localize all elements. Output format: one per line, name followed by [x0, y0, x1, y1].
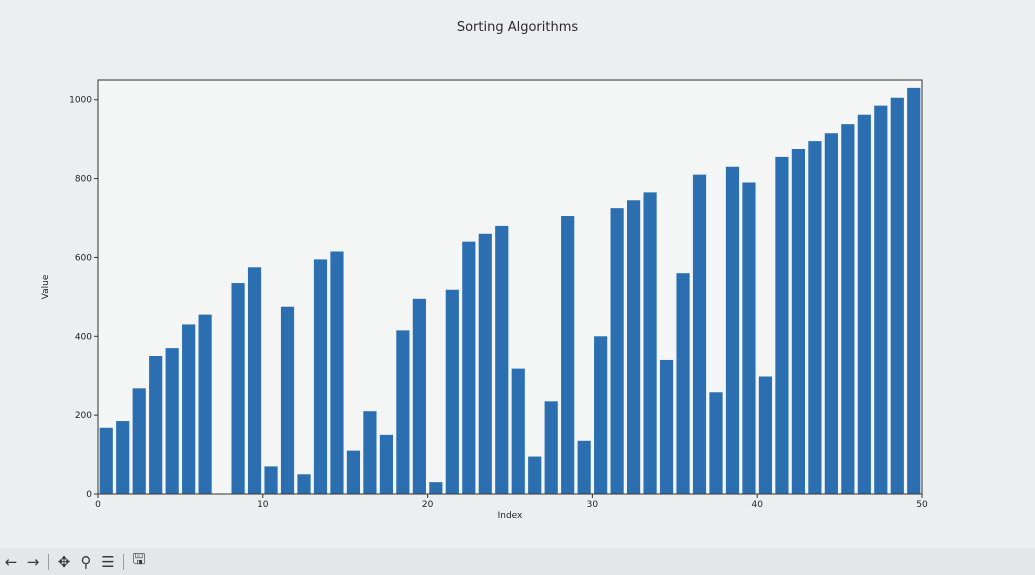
bar [363, 411, 377, 494]
bar [313, 259, 328, 494]
bar [659, 359, 674, 494]
bar [725, 166, 740, 494]
bar [264, 466, 278, 494]
bar [132, 388, 146, 494]
bar [412, 298, 426, 494]
x-tick-label: 0 [95, 500, 101, 510]
chart-title: Sorting Algorithms [456, 20, 579, 35]
bar [544, 401, 558, 494]
x-tick-label: 40 [751, 500, 763, 510]
y-tick-label: 800 [75, 175, 92, 185]
bar [561, 216, 575, 494]
navigation-toolbar: ← → ✥ ⚲ ☰ 🖫 [0, 548, 1035, 575]
save-figure-icon[interactable]: 🖫 [132, 550, 146, 568]
bar [182, 324, 196, 494]
bar [824, 133, 838, 494]
x-tick-label: 50 [916, 500, 928, 510]
bar [445, 289, 459, 494]
bar [99, 427, 113, 494]
bar [280, 306, 295, 494]
bar [379, 434, 393, 494]
pan-move-icon[interactable]: ✥ [57, 552, 71, 571]
bar [231, 283, 245, 494]
x-tick-label: 20 [422, 500, 434, 510]
bar [775, 156, 789, 494]
bar [330, 251, 344, 494]
bar [643, 192, 657, 494]
bar [709, 392, 723, 494]
x-axis-label: Index [498, 511, 523, 521]
bar [692, 174, 707, 494]
bar [297, 474, 311, 494]
bar [577, 440, 591, 494]
toolbar-divider [48, 553, 49, 570]
y-tick-label: 200 [75, 411, 92, 421]
bar [429, 482, 443, 494]
bar [396, 330, 410, 494]
y-tick-label: 600 [75, 253, 92, 263]
forward-arrow-icon[interactable]: → [26, 552, 40, 571]
bar [627, 200, 641, 494]
chart-plot: 0 10 20 30 40 50 0 200 400 600 800 1000 Index Value [41, 79, 928, 521]
bar [676, 273, 690, 494]
bar [907, 87, 921, 494]
bar [610, 208, 624, 494]
toolbar-divider [123, 553, 124, 570]
bar [758, 376, 773, 494]
configure-subplots-icon[interactable]: ☰ [101, 552, 115, 571]
bar [495, 225, 509, 494]
zoom-magnifier-icon[interactable]: ⚲ [80, 552, 92, 571]
bar [511, 368, 525, 494]
bar [462, 241, 476, 494]
x-tick-label: 10 [257, 500, 269, 510]
back-arrow-icon[interactable]: ← [4, 552, 18, 571]
figure-canvas: Sorting Algorithms 0 10 20 30 40 50 0 200 400 600… [41, 20, 928, 521]
bar [594, 336, 608, 494]
x-tick-label: 30 [587, 500, 599, 510]
bar [808, 141, 822, 494]
bar [149, 356, 163, 494]
bar [346, 450, 361, 494]
bar [198, 314, 212, 494]
bar [857, 114, 871, 494]
plot-frame [97, 79, 923, 495]
bar [478, 233, 492, 494]
y-tick-label: 0 [86, 490, 92, 500]
y-tick-label: 1000 [69, 96, 92, 106]
bar [528, 456, 542, 494]
bar [841, 124, 855, 494]
bar [116, 421, 130, 494]
bar [791, 149, 805, 494]
bar [874, 105, 888, 494]
bar [742, 182, 756, 494]
bar [247, 267, 262, 494]
y-tick-label: 400 [75, 332, 92, 342]
bar [890, 97, 904, 494]
y-axis-label: Value [41, 274, 51, 299]
bar [165, 348, 179, 494]
